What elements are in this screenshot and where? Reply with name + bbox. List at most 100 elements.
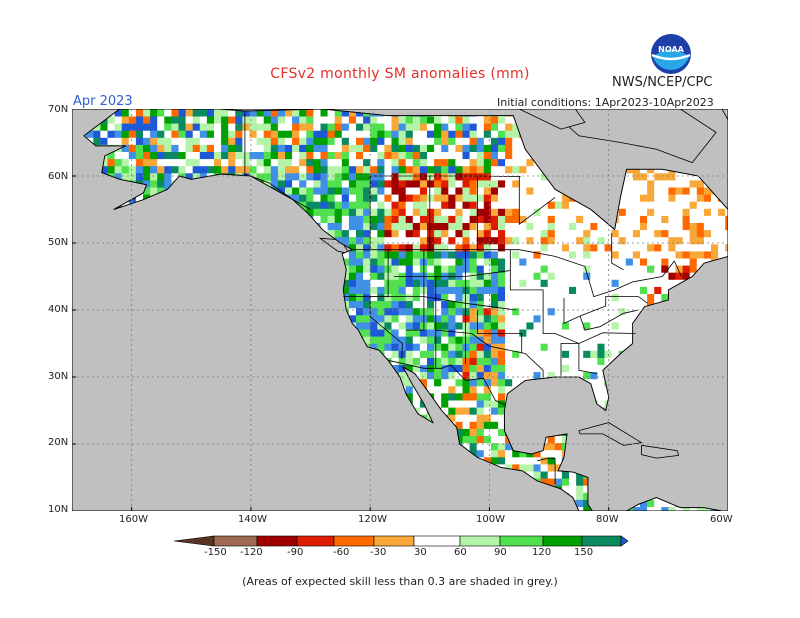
anomaly-cell (576, 315, 584, 323)
anomaly-cell (490, 457, 499, 465)
anomaly-cell (462, 201, 470, 210)
anomaly-cell (377, 286, 385, 295)
anomaly-cell (441, 294, 449, 302)
anomaly-cell (150, 173, 158, 181)
anomaly-cell (696, 223, 705, 231)
anomaly-cell (696, 244, 705, 252)
anomaly-cell (199, 123, 208, 131)
anomaly-cell (455, 279, 463, 288)
anomaly-cell (469, 372, 477, 380)
anomaly-cell (419, 244, 428, 252)
anomaly-cell (313, 123, 321, 131)
anomaly-cell (554, 322, 563, 330)
anomaly-cell (327, 215, 335, 224)
anomaly-cell (370, 152, 378, 160)
anomaly-cell (576, 322, 584, 330)
anomaly-cell (561, 365, 570, 373)
anomaly-cell (363, 329, 371, 337)
anomaly-cell (377, 166, 385, 174)
anomaly-cell (228, 137, 236, 146)
anomaly-cell (512, 286, 520, 295)
anomaly-cell (455, 350, 463, 359)
anomaly-cell (696, 251, 705, 259)
anomaly-cell (625, 166, 634, 174)
anomaly-cell (384, 343, 392, 352)
anomaly-cell (547, 244, 556, 252)
anomaly-cell (632, 286, 641, 295)
anomaly-cell (618, 187, 627, 195)
anomaly-cell (498, 223, 506, 231)
anomaly-cell (178, 137, 186, 146)
anomaly-cell (135, 194, 144, 202)
anomaly-cell (412, 294, 421, 302)
anomaly-cell (405, 265, 414, 273)
anomaly-cell (398, 329, 406, 337)
anomaly-cell (348, 137, 357, 146)
anomaly-cell (490, 286, 499, 295)
anomaly-cell (632, 237, 641, 245)
anomaly-cell (199, 116, 208, 124)
anomaly-cell (221, 144, 229, 153)
anomaly-cell (427, 258, 435, 266)
anomaly-cell (327, 223, 335, 231)
anomaly-cell (455, 223, 463, 231)
anomaly-cell (547, 237, 556, 245)
anomaly-cell (434, 258, 442, 266)
anomaly-cell (448, 279, 456, 288)
anomaly-cell (313, 187, 321, 195)
anomaly-cell (356, 308, 364, 316)
anomaly-cell (441, 279, 449, 288)
anomaly-cell (441, 123, 449, 131)
anomaly-cell (434, 372, 442, 380)
anomaly-cell (469, 152, 477, 160)
anomaly-cell (583, 272, 591, 281)
anomaly-cell (164, 159, 172, 167)
anomaly-cell (412, 116, 421, 124)
anomaly-cell (526, 471, 534, 479)
anomaly-cell (618, 258, 627, 266)
anomaly-cell (341, 286, 350, 295)
anomaly-cell (192, 123, 201, 131)
anomaly-cell (242, 166, 250, 174)
anomaly-cell (597, 251, 605, 259)
anomaly-cell (512, 294, 520, 302)
anomaly-cell (391, 159, 399, 167)
anomaly-cell (625, 194, 634, 202)
anomaly-cell (483, 166, 492, 174)
anomaly-cell (419, 350, 428, 359)
anomaly-cell (263, 166, 272, 174)
anomaly-cell (398, 365, 406, 373)
anomaly-cell (547, 336, 556, 344)
anomaly-cell (476, 144, 485, 153)
anomaly-cell (625, 180, 634, 188)
anomaly-cell (483, 322, 492, 330)
anomaly-cell (554, 272, 563, 281)
anomaly-cell (277, 144, 286, 153)
anomaly-cell (462, 294, 470, 302)
anomaly-cell (384, 308, 392, 316)
anomaly-cell (533, 329, 541, 337)
anomaly-cell (242, 130, 250, 139)
anomaly-cell (455, 116, 463, 124)
anomaly-cell (604, 357, 612, 366)
anomaly-cell (675, 237, 683, 245)
anomaly-cell (164, 166, 172, 174)
anomaly-cell (277, 123, 286, 131)
anomaly-cell (696, 208, 705, 217)
anomaly-cell (143, 166, 151, 174)
anomaly-cell (625, 315, 634, 323)
anomaly-cell (341, 230, 350, 238)
anomaly-cell (306, 159, 314, 167)
anomaly-cell (391, 144, 399, 153)
anomaly-cell (363, 258, 371, 266)
anomaly-cell (505, 322, 513, 330)
anomaly-cell (490, 208, 499, 217)
organization-label: NWS/NCEP/CPC (612, 75, 713, 90)
anomaly-cell (512, 208, 520, 217)
anomaly-cell (469, 272, 477, 281)
anomaly-cell (171, 173, 179, 181)
anomaly-cell (405, 336, 414, 344)
anomaly-cell (299, 152, 307, 160)
anomaly-cell (107, 137, 115, 146)
anomaly-cell (327, 152, 335, 160)
